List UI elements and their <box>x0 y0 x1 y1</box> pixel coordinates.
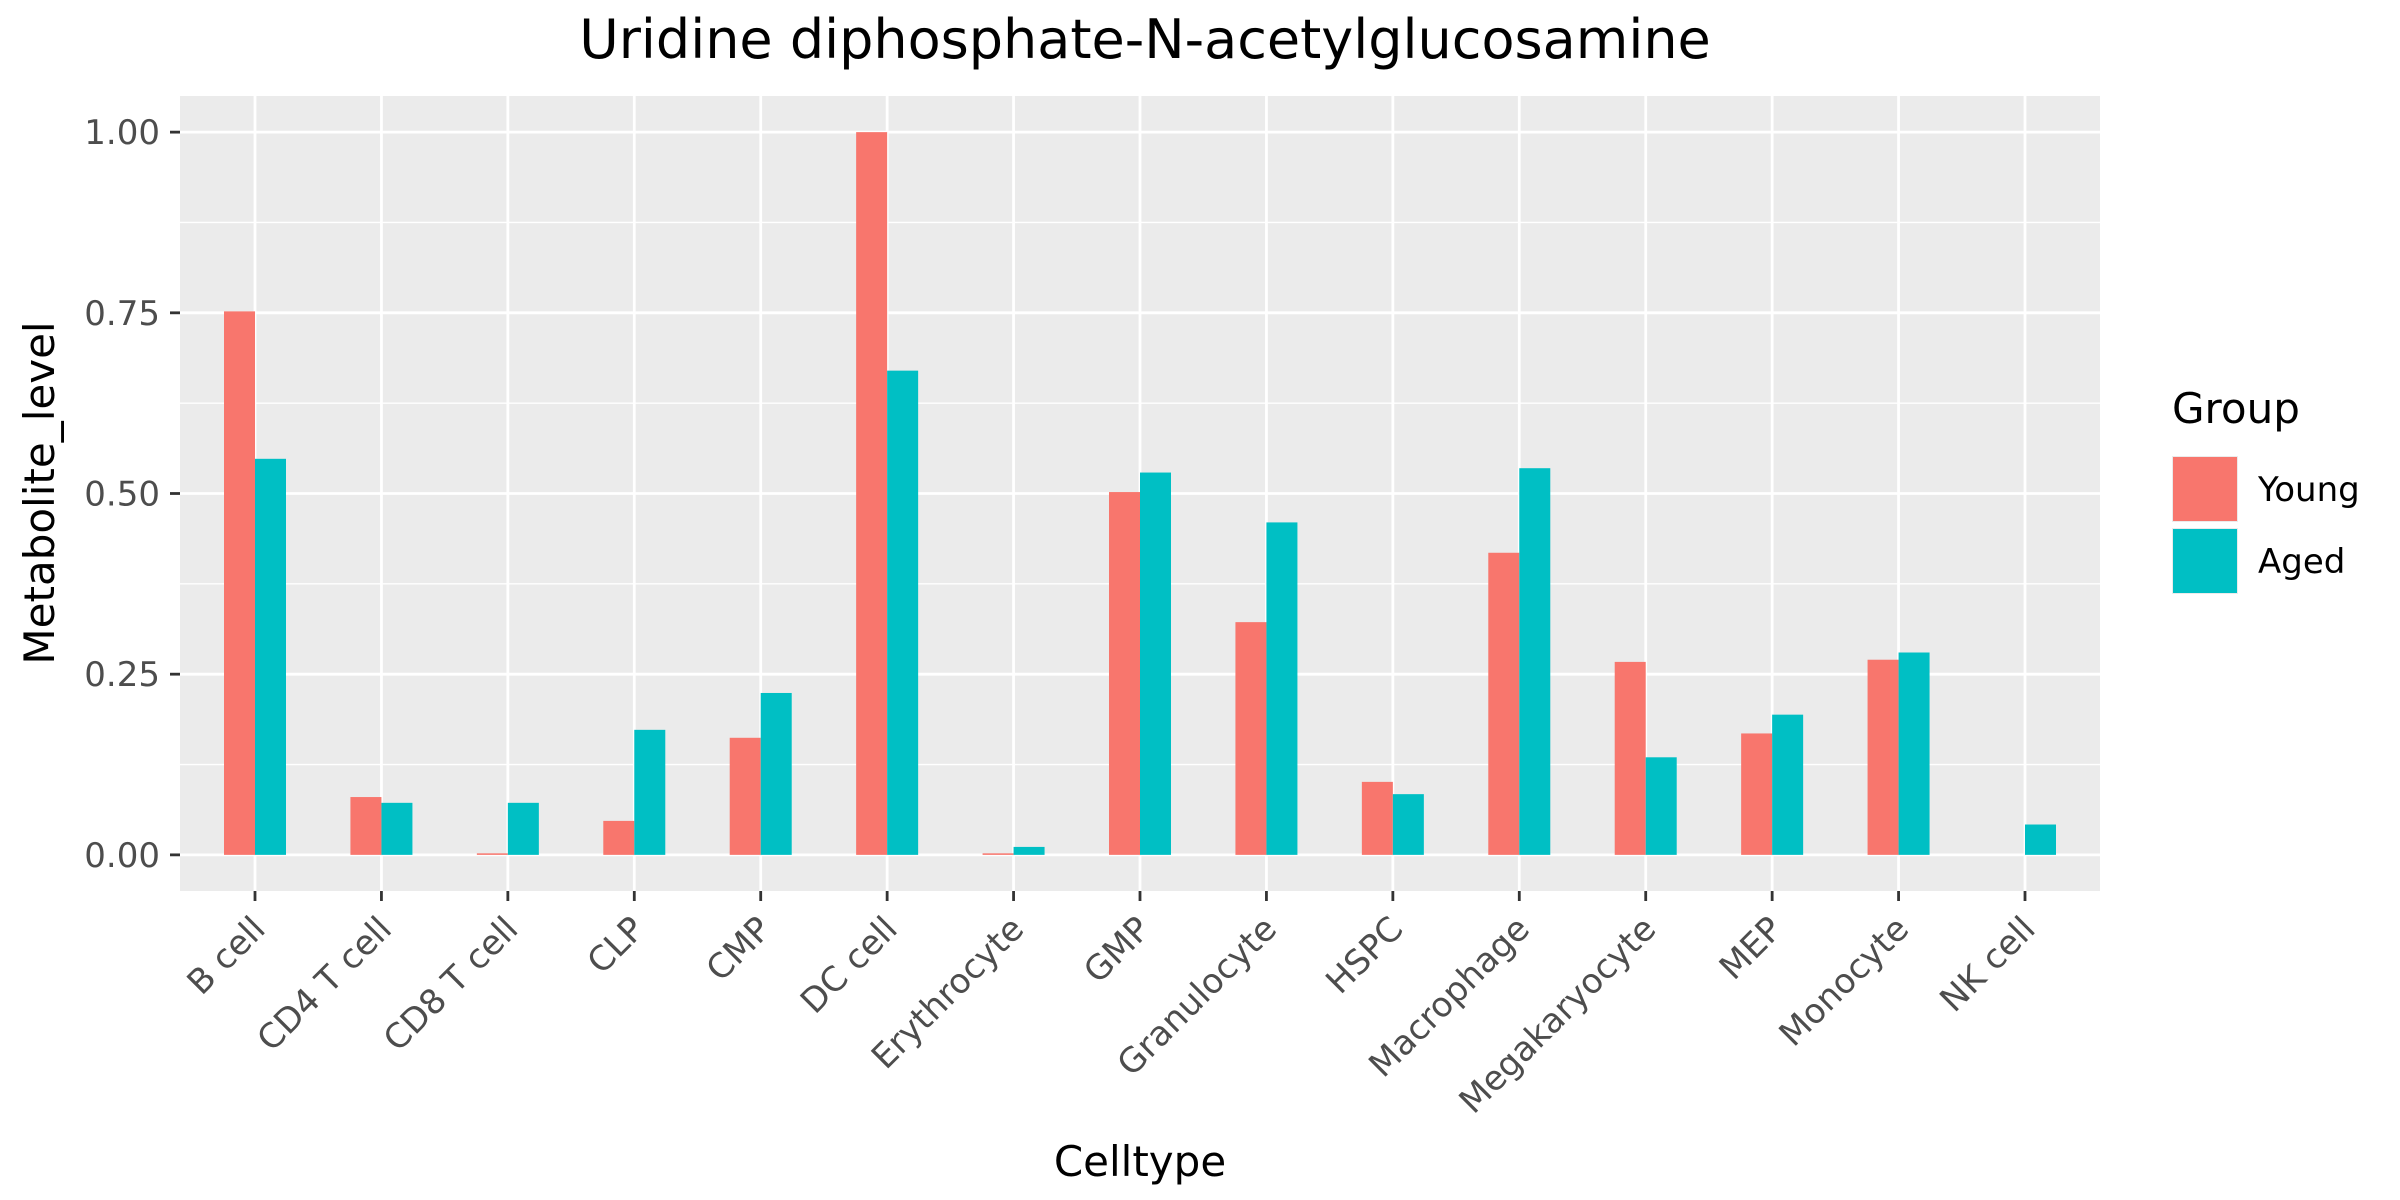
x-tick-label: B cell <box>180 909 274 1003</box>
bar-aged-granulocyte <box>1266 522 1298 855</box>
bar-young-dc-cell <box>856 132 888 855</box>
bar-aged-cmp <box>760 692 792 855</box>
legend-swatch-aged <box>2173 529 2237 593</box>
bar-young-cmp <box>729 737 761 855</box>
bar-young-mep <box>1741 733 1773 855</box>
x-tick-label: CMP <box>699 909 779 989</box>
bar-aged-dc-cell <box>887 370 919 855</box>
bar-young-macrophage <box>1488 552 1520 855</box>
x-tick-label: HSPC <box>1318 909 1411 1002</box>
x-axis-title: Celltype <box>1054 1137 1226 1186</box>
bar-young-cd4-t-cell <box>350 797 382 855</box>
y-axis-title: Metabolite_level <box>15 321 64 664</box>
x-tick-label: DC cell <box>793 909 906 1022</box>
bar-aged-monocyte <box>1898 652 1930 855</box>
x-tick-label: CLP <box>580 909 653 982</box>
x-tick-label: NK cell <box>1932 909 2043 1020</box>
x-tick-label: GMP <box>1076 909 1158 991</box>
bar-aged-nk-cell <box>2025 824 2056 855</box>
bar-aged-erythrocyte <box>1013 846 1045 855</box>
bar-young-clp <box>603 820 635 855</box>
y-tick-label: 0.75 <box>84 294 160 334</box>
bar-young-hspc <box>1361 781 1393 855</box>
y-tick-label: 0.00 <box>84 836 160 876</box>
bar-young-erythrocyte <box>982 853 1014 855</box>
bar-young-gmp <box>1109 492 1140 855</box>
bar-aged-macrophage <box>1519 468 1551 855</box>
bars <box>224 132 2056 855</box>
legend-title: Group <box>2172 384 2300 433</box>
bar-young-monocyte <box>1867 659 1899 855</box>
x-tick-label: MEP <box>1712 909 1791 988</box>
bar-aged-b-cell <box>255 458 286 855</box>
bar-aged-clp <box>634 729 666 855</box>
bar-aged-cd8-t-cell <box>507 802 539 855</box>
y-axis: 0.00 0.25 0.50 0.75 1.00 <box>84 113 180 876</box>
y-tick-label: 0.25 <box>84 655 160 695</box>
bar-aged-gmp <box>1140 472 1171 855</box>
x-tick-label: CD4 T cell <box>250 909 400 1059</box>
y-tick-label: 0.50 <box>84 475 160 515</box>
legend-label-aged: Aged <box>2258 542 2345 582</box>
legend-swatch-young <box>2173 457 2237 521</box>
legend: Group Young Aged <box>2172 384 2360 594</box>
bar-young-b-cell <box>224 311 255 855</box>
bar-young-granulocyte <box>1235 622 1267 855</box>
chart-title: Uridine diphosphate-N-acetylglucosamine <box>579 8 1711 71</box>
legend-label-young: Young <box>2257 470 2360 510</box>
x-tick-label: Monocyte <box>1772 909 1917 1054</box>
bar-aged-mep <box>1772 714 1804 855</box>
bar-aged-hspc <box>1392 794 1424 855</box>
bar-aged-megakaryocyte <box>1645 757 1677 855</box>
x-tick-label: CD8 T cell <box>376 909 526 1059</box>
y-tick-label: 1.00 <box>84 113 160 153</box>
bar-young-megakaryocyte <box>1614 661 1646 855</box>
bar-young-cd8-t-cell <box>476 853 508 855</box>
bar-aged-cd4-t-cell <box>381 802 413 855</box>
